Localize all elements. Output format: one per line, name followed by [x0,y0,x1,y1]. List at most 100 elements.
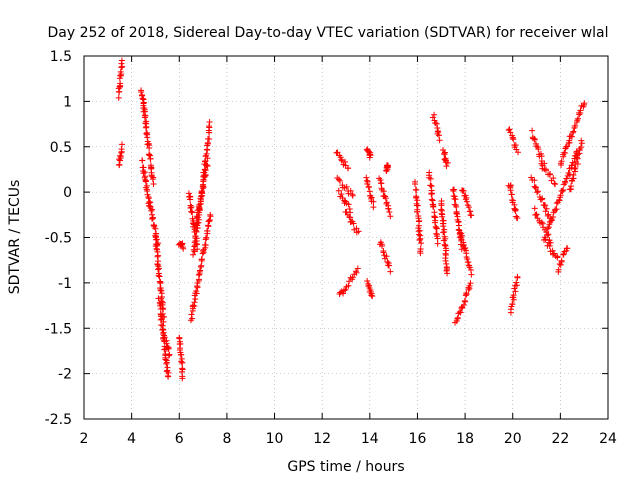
data-point-marker [438,206,445,213]
data-point-marker [507,187,514,194]
data-point-marker [149,206,156,213]
data-point-marker [176,335,183,342]
data-point-marker [189,315,196,322]
data-point-marker [552,181,559,188]
data-point-marker [558,257,565,264]
data-point-marker [178,358,185,365]
data-point-marker [557,194,564,201]
x-tick-label: 8 [222,431,231,447]
data-point-marker [509,301,516,308]
data-point-marker [192,295,199,302]
data-point-marker [333,149,340,156]
y-tick-label: 1.5 [50,49,72,65]
data-point-marker [462,298,469,305]
data-point-marker [531,205,538,212]
data-point-marker [202,242,209,249]
data-point-marker [116,161,123,168]
data-point-marker [156,273,163,280]
data-point-marker [193,228,200,235]
y-axis-label: SDTVAR / TECUs [7,180,23,295]
data-point-marker [384,259,391,266]
data-point-marker [345,201,352,208]
data-point-marker [453,210,460,217]
data-point-marker [338,156,345,163]
data-point-marker [531,135,538,142]
data-point-marker [460,301,467,308]
data-point-marker [157,306,164,313]
data-point-marker [545,239,552,246]
data-point-marker [158,315,165,322]
data-point-marker [545,231,552,238]
data-point-marker [146,198,153,205]
data-point-marker [192,221,199,228]
data-point-marker [165,352,172,359]
data-point-marker [509,134,516,141]
data-point-marker [436,137,443,144]
data-point-marker [162,356,169,363]
data-point-marker [338,157,345,164]
data-point-marker [385,205,392,212]
data-point-marker [190,251,197,258]
data-point-marker [564,245,571,252]
data-point-marker [417,250,424,257]
data-point-marker [370,204,377,211]
data-point-marker [514,273,521,280]
data-point-marker [414,202,421,209]
x-tick-label: 2 [80,431,89,447]
data-point-marker [142,124,149,131]
data-point-marker [337,177,344,184]
data-point-marker [157,287,164,294]
data-point-marker [443,267,450,274]
grid-lines [84,56,608,419]
data-point-marker [367,152,374,159]
data-point-marker [511,285,518,292]
data-point-marker [577,144,584,151]
data-point-marker [554,254,561,261]
data-point-marker [572,122,579,129]
data-point-marker [387,268,394,275]
data-point-marker [571,166,578,173]
data-point-marker [154,252,161,259]
data-point-marker [335,187,342,194]
data-point-marker [441,241,448,248]
data-point-marker [188,311,195,318]
data-point-marker [550,251,557,258]
data-point-marker [450,186,457,193]
data-point-marker [144,134,151,141]
data-point-marker [413,194,420,201]
data-point-marker [547,171,554,178]
data-point-marker [569,175,576,182]
data-point-marker [506,126,513,133]
data-point-marker [163,360,170,367]
data-point-marker [154,266,161,273]
data-point-marker [383,253,390,260]
data-point-marker [349,274,356,281]
data-point-marker [559,188,566,195]
data-point-marker [416,227,423,234]
data-point-marker [561,149,568,156]
data-point-marker [119,63,126,70]
data-point-marker [117,153,124,160]
data-point-marker [139,95,146,102]
data-point-marker [384,163,391,170]
data-point-marker [542,236,549,243]
data-point-marker [468,212,475,219]
data-point-marker [556,197,563,204]
data-point-marker [413,186,420,193]
data-point-marker [415,231,422,238]
data-point-marker [200,176,207,183]
data-point-marker [560,187,567,194]
data-point-marker [200,184,207,191]
data-point-marker [533,211,540,218]
data-point-marker [562,143,569,150]
data-point-marker [206,217,213,224]
data-point-marker [513,282,520,289]
data-point-marker [140,108,147,115]
data-point-marker [115,94,122,101]
data-point-marker [546,243,553,250]
data-point-marker [529,127,536,134]
data-point-marker [180,245,187,252]
data-point-marker [510,197,517,204]
data-point-marker [560,251,567,258]
data-point-marker [138,89,145,96]
